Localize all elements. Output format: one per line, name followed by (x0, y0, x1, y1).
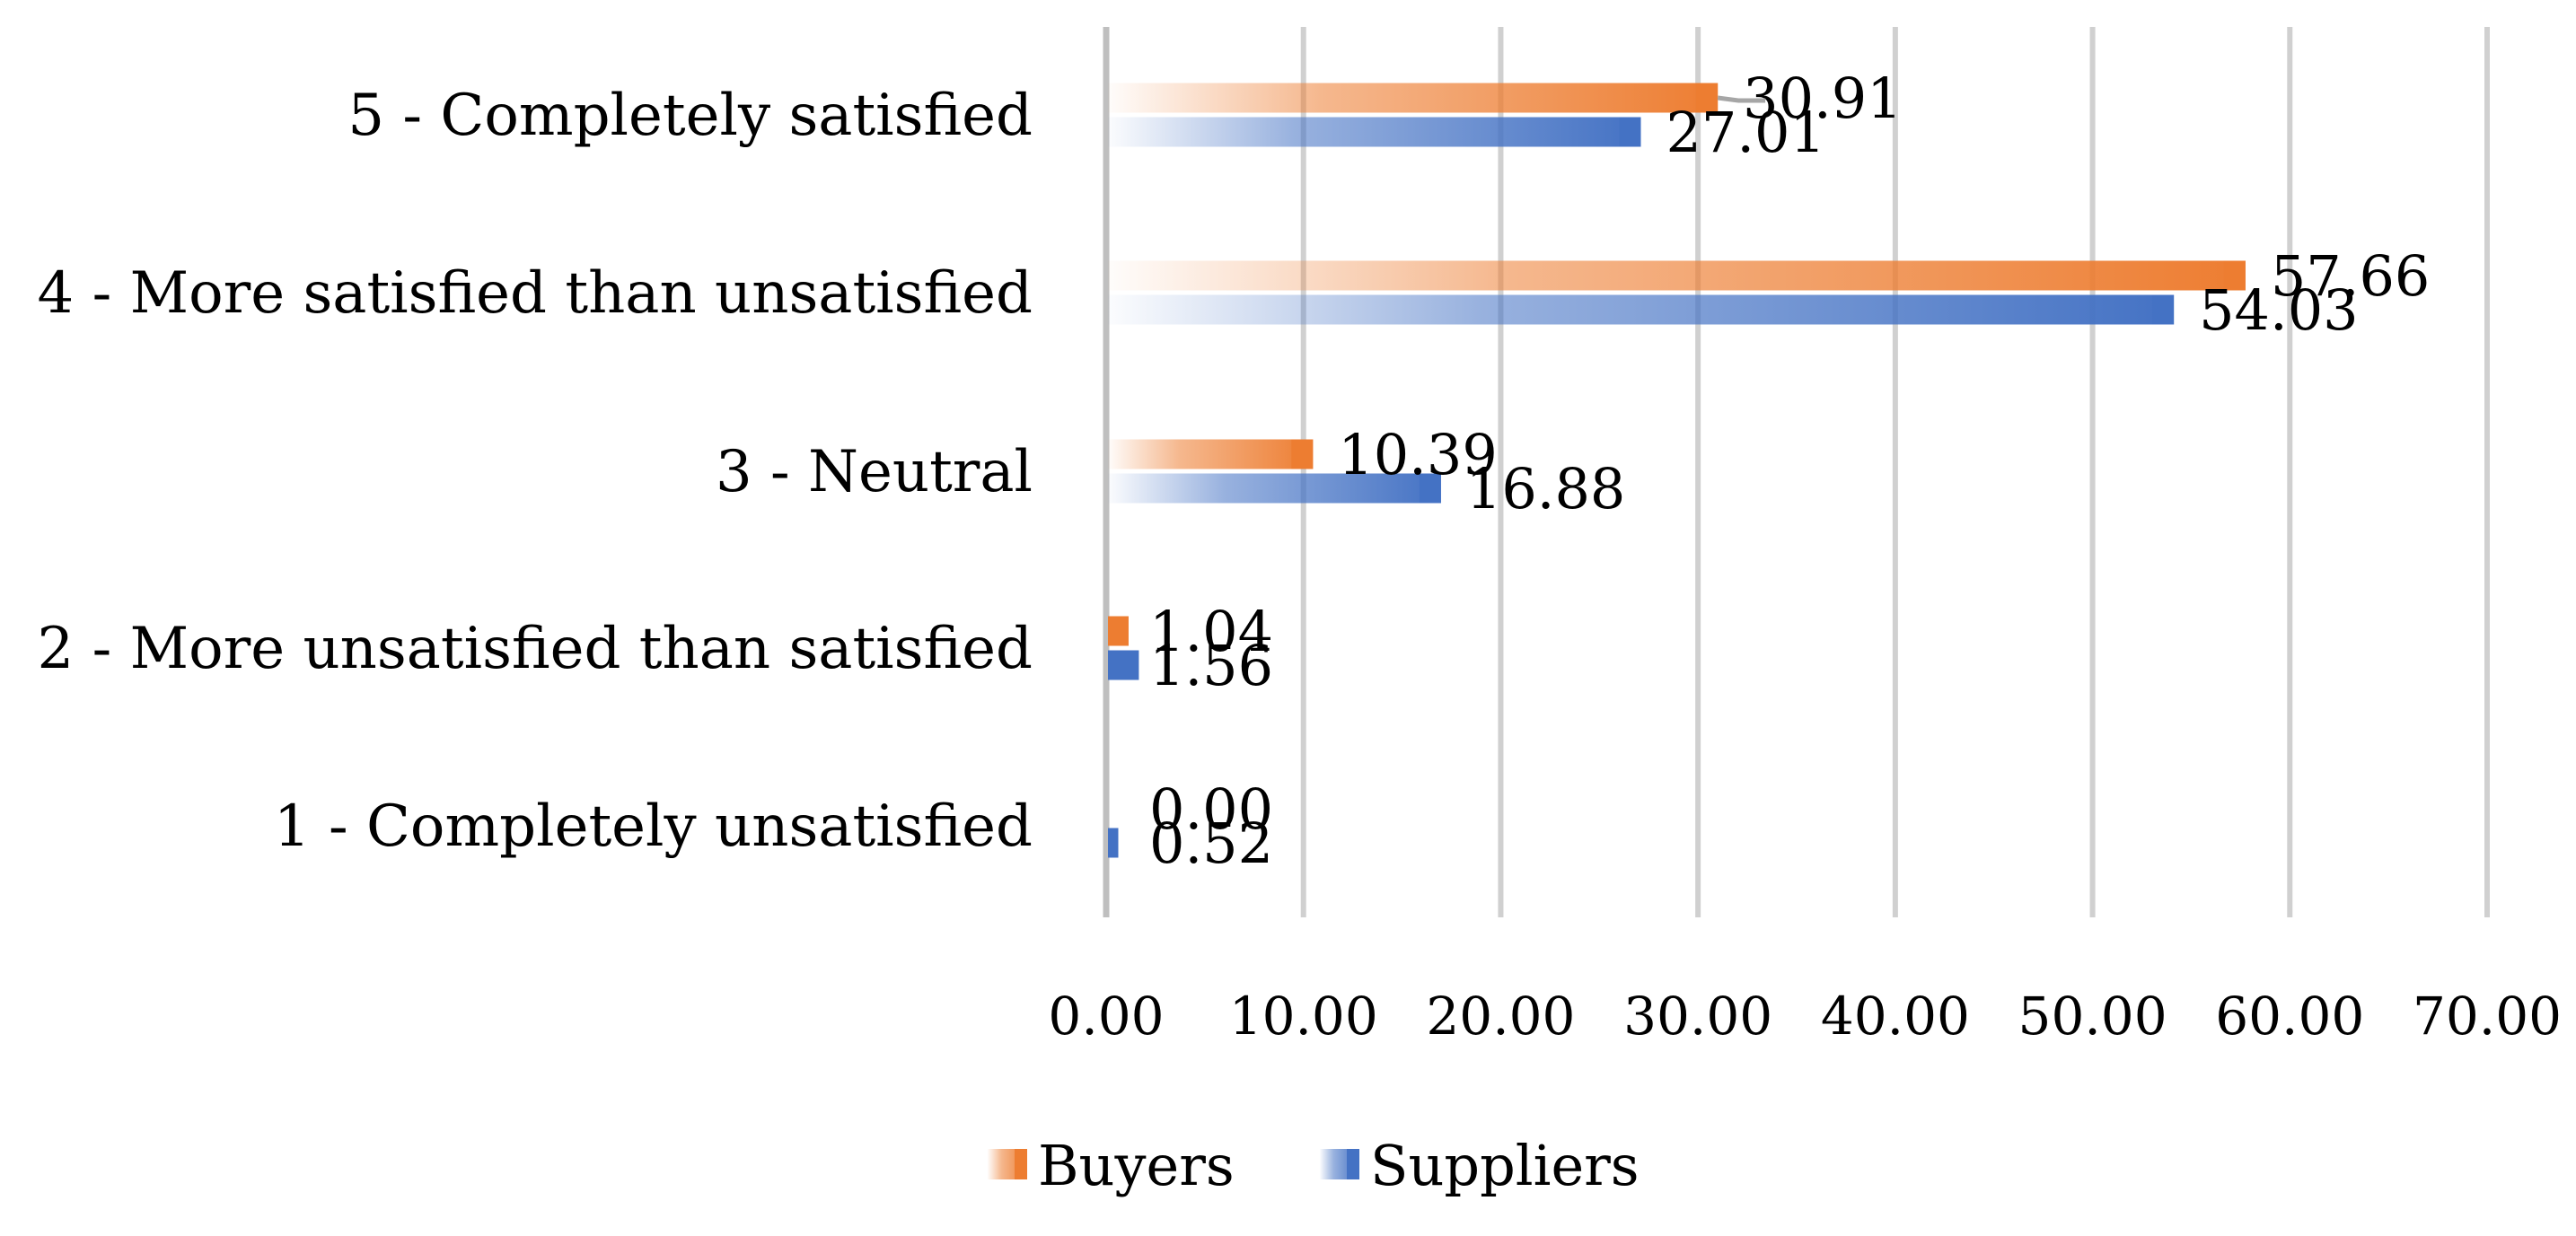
x-tick-label-40: 40.00 (1821, 986, 1970, 1047)
data-label-buyers-1: 30.91 (1743, 66, 1902, 131)
bar-end-suppliers-1 (1619, 117, 1641, 147)
data-label-suppliers-3: 16.88 (1466, 456, 1626, 522)
bar-suppliers-1 (1108, 117, 1641, 147)
gridlines (1103, 27, 2490, 917)
data-label-buyers-2: 57.66 (2271, 243, 2431, 309)
leader-line (1717, 95, 1766, 103)
category-label-4: 2 - More unsatisfied than satisfied (38, 616, 1033, 682)
bar-end-buyers-2 (2223, 260, 2246, 291)
data-labels: 30.91 57.66 10.39 1.04 0.00 27.01 54.03 16.88 1.… (1149, 66, 2430, 876)
bar-end-buyers-4 (1108, 616, 1129, 646)
x-tick-label-30: 30.00 (1623, 986, 1772, 1047)
bar-suppliers-3 (1108, 473, 1441, 504)
data-label-buyers-4: 1.04 (1149, 599, 1273, 664)
bar-end-suppliers-3 (1419, 473, 1441, 504)
bar-buyers-1 (1108, 83, 1719, 113)
legend-item-buyers: Buyers (988, 1133, 1235, 1198)
legend-item-suppliers: Suppliers (1320, 1133, 1640, 1198)
legend-swatch-end-buyers (1015, 1149, 1027, 1179)
legend-label-suppliers: Suppliers (1370, 1133, 1640, 1198)
data-label-suppliers-5: 0.52 (1149, 811, 1273, 876)
x-tick-label-70: 70.00 (2413, 986, 2562, 1047)
x-tick-labels: 0.00 10.00 20.00 30.00 40.00 50.00 60.00 70.00 (1048, 986, 2562, 1047)
category-label-3: 3 - Neutral (716, 439, 1033, 505)
data-label-suppliers-1: 27.01 (1666, 100, 1825, 165)
x-tick-label-20: 20.00 (1426, 986, 1575, 1047)
bar-end-buyers-3 (1291, 439, 1314, 469)
category-label-2: 4 - More satisfied than unsatisfied (38, 260, 1033, 327)
x-tick-label-10: 10.00 (1229, 986, 1378, 1047)
bars (1108, 83, 2246, 858)
legend-swatch-end-suppliers (1347, 1149, 1359, 1179)
legend-label-buyers: Buyers (1038, 1133, 1235, 1198)
data-label-suppliers-2: 54.03 (2199, 277, 2359, 343)
bar-end-suppliers-5 (1108, 828, 1119, 858)
bar-buyers-2 (1108, 260, 2246, 291)
bar-end-suppliers-4 (1117, 650, 1139, 680)
bar-end-buyers-1 (1696, 83, 1719, 113)
x-tick-label-0: 0.00 (1048, 986, 1164, 1047)
data-label-buyers-3: 10.39 (1338, 422, 1498, 487)
category-label-1: 5 - Completely satisfied (347, 83, 1033, 149)
data-label-suppliers-4: 1.56 (1149, 633, 1273, 698)
x-tick-label-50: 50.00 (2018, 986, 2167, 1047)
category-labels: 5 - Completely satisfied 4 - More satisfi… (38, 83, 1033, 860)
bar-end-suppliers-2 (2152, 294, 2175, 325)
bar-suppliers-2 (1108, 294, 2175, 325)
bar-buyers-3 (1108, 439, 1314, 469)
x-tick-label-60: 60.00 (2215, 986, 2364, 1047)
data-label-buyers-5: 0.00 (1149, 776, 1273, 842)
category-label-5: 1 - Completely unsatisfied (274, 793, 1033, 860)
legend: Buyers Suppliers (988, 1133, 1640, 1198)
